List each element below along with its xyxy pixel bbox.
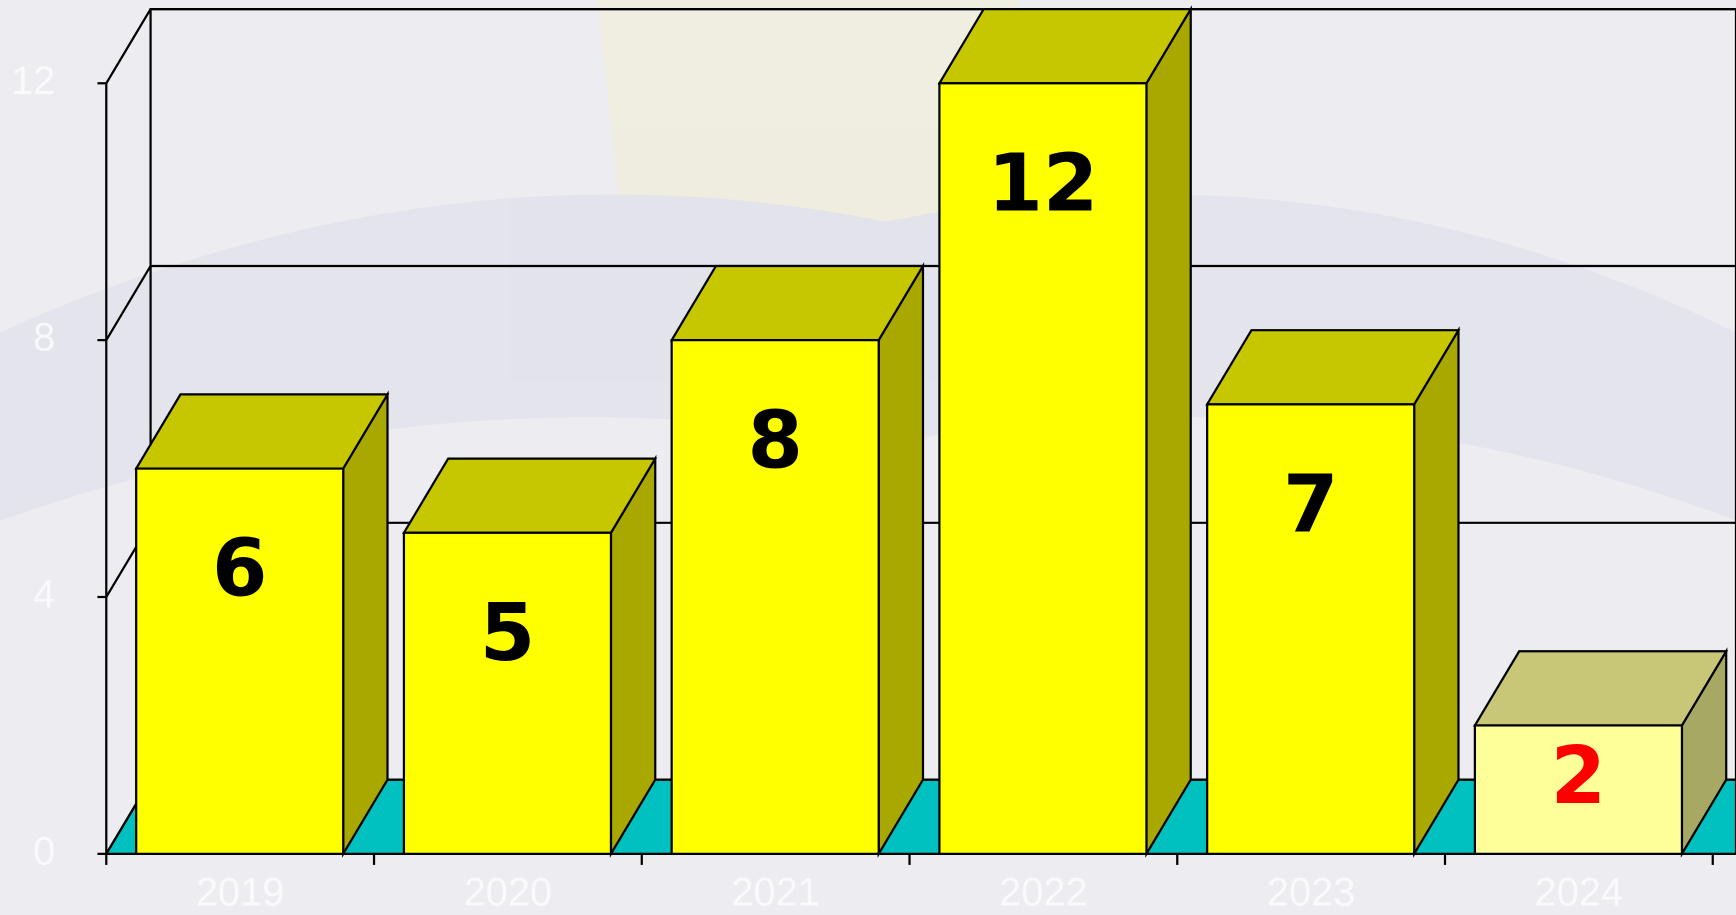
bar (404, 533, 611, 854)
bar-top (939, 9, 1190, 83)
bar-top (1475, 651, 1726, 725)
y-tick-label: 8 (33, 316, 55, 360)
value-label: 12 (987, 136, 1098, 229)
y-tick-label: 4 (33, 573, 55, 617)
value-label: 8 (747, 393, 802, 486)
bar-side (1414, 330, 1458, 854)
x-tick-label: 2019 (196, 870, 285, 914)
bar-side (879, 266, 923, 854)
y-tick-label: 12 (11, 59, 55, 103)
bar-top (136, 394, 387, 468)
x-tick-label: 2020 (464, 870, 553, 914)
x-tick-label: 2022 (999, 870, 1088, 914)
bar-side (1146, 9, 1190, 854)
bar-side (343, 394, 387, 853)
value-label: 5 (480, 586, 535, 679)
y-tick-label: 0 (33, 829, 55, 873)
value-label: 2 (1551, 729, 1606, 822)
bar-top (672, 266, 923, 340)
chart: 0 4 8 12 2019 6 2020 5 2021 8 2022 12 2023 7 2024 2 (0, 0, 1736, 915)
x-tick-label: 2023 (1267, 870, 1356, 914)
x-tick-label: 2021 (731, 870, 820, 914)
bar-top (404, 459, 655, 533)
x-tick-label: 2024 (1535, 870, 1624, 914)
value-label: 6 (212, 522, 267, 615)
bar-top (1207, 330, 1458, 404)
value-label: 7 (1283, 458, 1338, 551)
